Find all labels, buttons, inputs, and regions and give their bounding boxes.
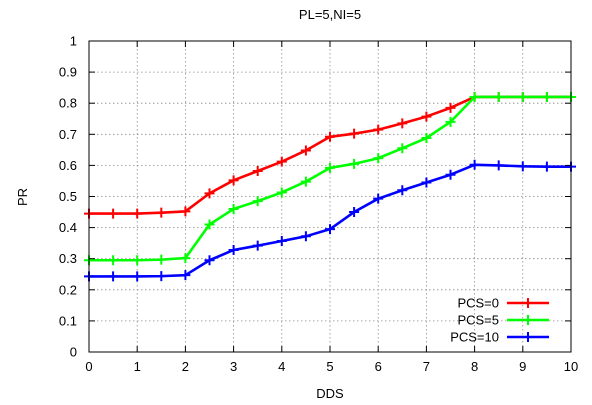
y-tick-label: 0.8 xyxy=(59,96,77,111)
data-point xyxy=(373,153,384,164)
data-point xyxy=(108,208,119,219)
data-point xyxy=(349,207,360,218)
data-point xyxy=(469,159,480,170)
data-point xyxy=(204,255,215,266)
x-tick-label: 5 xyxy=(326,359,333,374)
y-tick-label: 0.7 xyxy=(59,127,77,142)
x-tick-label: 7 xyxy=(423,359,430,374)
data-point xyxy=(180,253,191,264)
x-tick-label: 2 xyxy=(182,359,189,374)
y-tick-label: 1 xyxy=(70,34,77,49)
x-tick-label: 6 xyxy=(375,359,382,374)
data-point xyxy=(517,161,528,172)
data-point xyxy=(373,193,384,204)
data-point xyxy=(445,102,456,113)
x-axis-label: DDS xyxy=(316,386,344,401)
data-point xyxy=(132,271,143,282)
data-point xyxy=(156,254,167,265)
data-point xyxy=(397,185,408,196)
data-point xyxy=(252,240,263,251)
data-point xyxy=(421,133,432,144)
x-tick-label: 0 xyxy=(85,359,92,374)
data-point xyxy=(300,231,311,242)
data-point xyxy=(349,128,360,139)
data-point xyxy=(445,169,456,180)
x-tick-label: 3 xyxy=(230,359,237,374)
data-point xyxy=(325,224,335,235)
legend-entry: PCS=0 xyxy=(457,296,549,311)
legend-label: PCS=5 xyxy=(457,313,499,328)
x-tick-label: 10 xyxy=(564,359,578,374)
data-point xyxy=(325,131,335,142)
data-point xyxy=(300,145,311,156)
y-tick-label: 0.2 xyxy=(59,282,77,297)
data-point xyxy=(180,270,191,281)
data-point xyxy=(276,156,287,167)
data-point xyxy=(517,91,528,102)
series-group xyxy=(84,91,576,282)
legend-label: PCS=10 xyxy=(450,330,499,345)
data-point xyxy=(349,158,360,169)
legend-entry: PCS=5 xyxy=(457,313,549,328)
data-point xyxy=(180,206,191,217)
y-tick-label: 0.3 xyxy=(59,251,77,266)
data-point xyxy=(493,160,504,171)
chart-title: PL=5,NI=5 xyxy=(299,7,361,22)
y-tick-label: 0.4 xyxy=(59,220,77,235)
axis-ticks xyxy=(88,40,572,353)
x-tick-labels: 0 1 2 3 4 5 6 7 8 9 10 xyxy=(85,359,578,374)
legend-marker xyxy=(523,298,533,308)
data-point xyxy=(445,116,456,127)
y-axis-label: PR xyxy=(15,188,30,206)
data-point xyxy=(421,111,432,122)
x-tick-label: 8 xyxy=(471,359,478,374)
data-point xyxy=(276,187,287,198)
y-tick-label: 0.6 xyxy=(59,158,77,173)
x-tick-label: 9 xyxy=(519,359,526,374)
data-point xyxy=(541,91,552,102)
legend-entry: PCS=10 xyxy=(450,330,549,345)
y-tick-label: 0.9 xyxy=(59,65,77,80)
legend-label: PCS=0 xyxy=(457,296,499,311)
y-tick-label: 0.5 xyxy=(59,189,77,204)
data-point xyxy=(204,219,215,230)
data-point xyxy=(156,271,167,282)
data-point xyxy=(228,203,239,214)
data-point xyxy=(397,143,408,154)
data-point xyxy=(252,196,263,207)
x-tick-label: 1 xyxy=(134,359,141,374)
y-tick-label: 0 xyxy=(70,345,77,360)
data-point xyxy=(276,235,287,246)
data-point xyxy=(469,91,480,102)
data-point xyxy=(373,124,384,135)
data-point xyxy=(300,176,311,187)
data-point xyxy=(252,165,263,176)
data-point xyxy=(493,91,504,102)
data-point xyxy=(228,175,239,186)
data-point xyxy=(397,118,408,129)
data-point xyxy=(421,177,432,188)
data-point xyxy=(108,255,119,266)
data-point xyxy=(204,188,215,199)
data-point xyxy=(228,244,239,255)
y-tick-labels: 0 0.1 0.2 0.3 0.4 0.5 0.6 0.7 0.8 0.9 1 xyxy=(59,34,77,360)
data-point xyxy=(541,161,552,172)
x-tick-label: 4 xyxy=(278,359,285,374)
y-tick-label: 0.1 xyxy=(59,313,77,328)
series-pcs-0 xyxy=(84,91,576,219)
legend-marker xyxy=(523,332,533,342)
legend: PCS=0 PCS=5 PCS=10 xyxy=(450,296,549,345)
data-point xyxy=(108,271,119,282)
data-point xyxy=(325,162,335,173)
data-point xyxy=(132,208,143,219)
data-point xyxy=(132,255,143,266)
data-point xyxy=(156,207,167,218)
legend-marker xyxy=(523,315,533,325)
